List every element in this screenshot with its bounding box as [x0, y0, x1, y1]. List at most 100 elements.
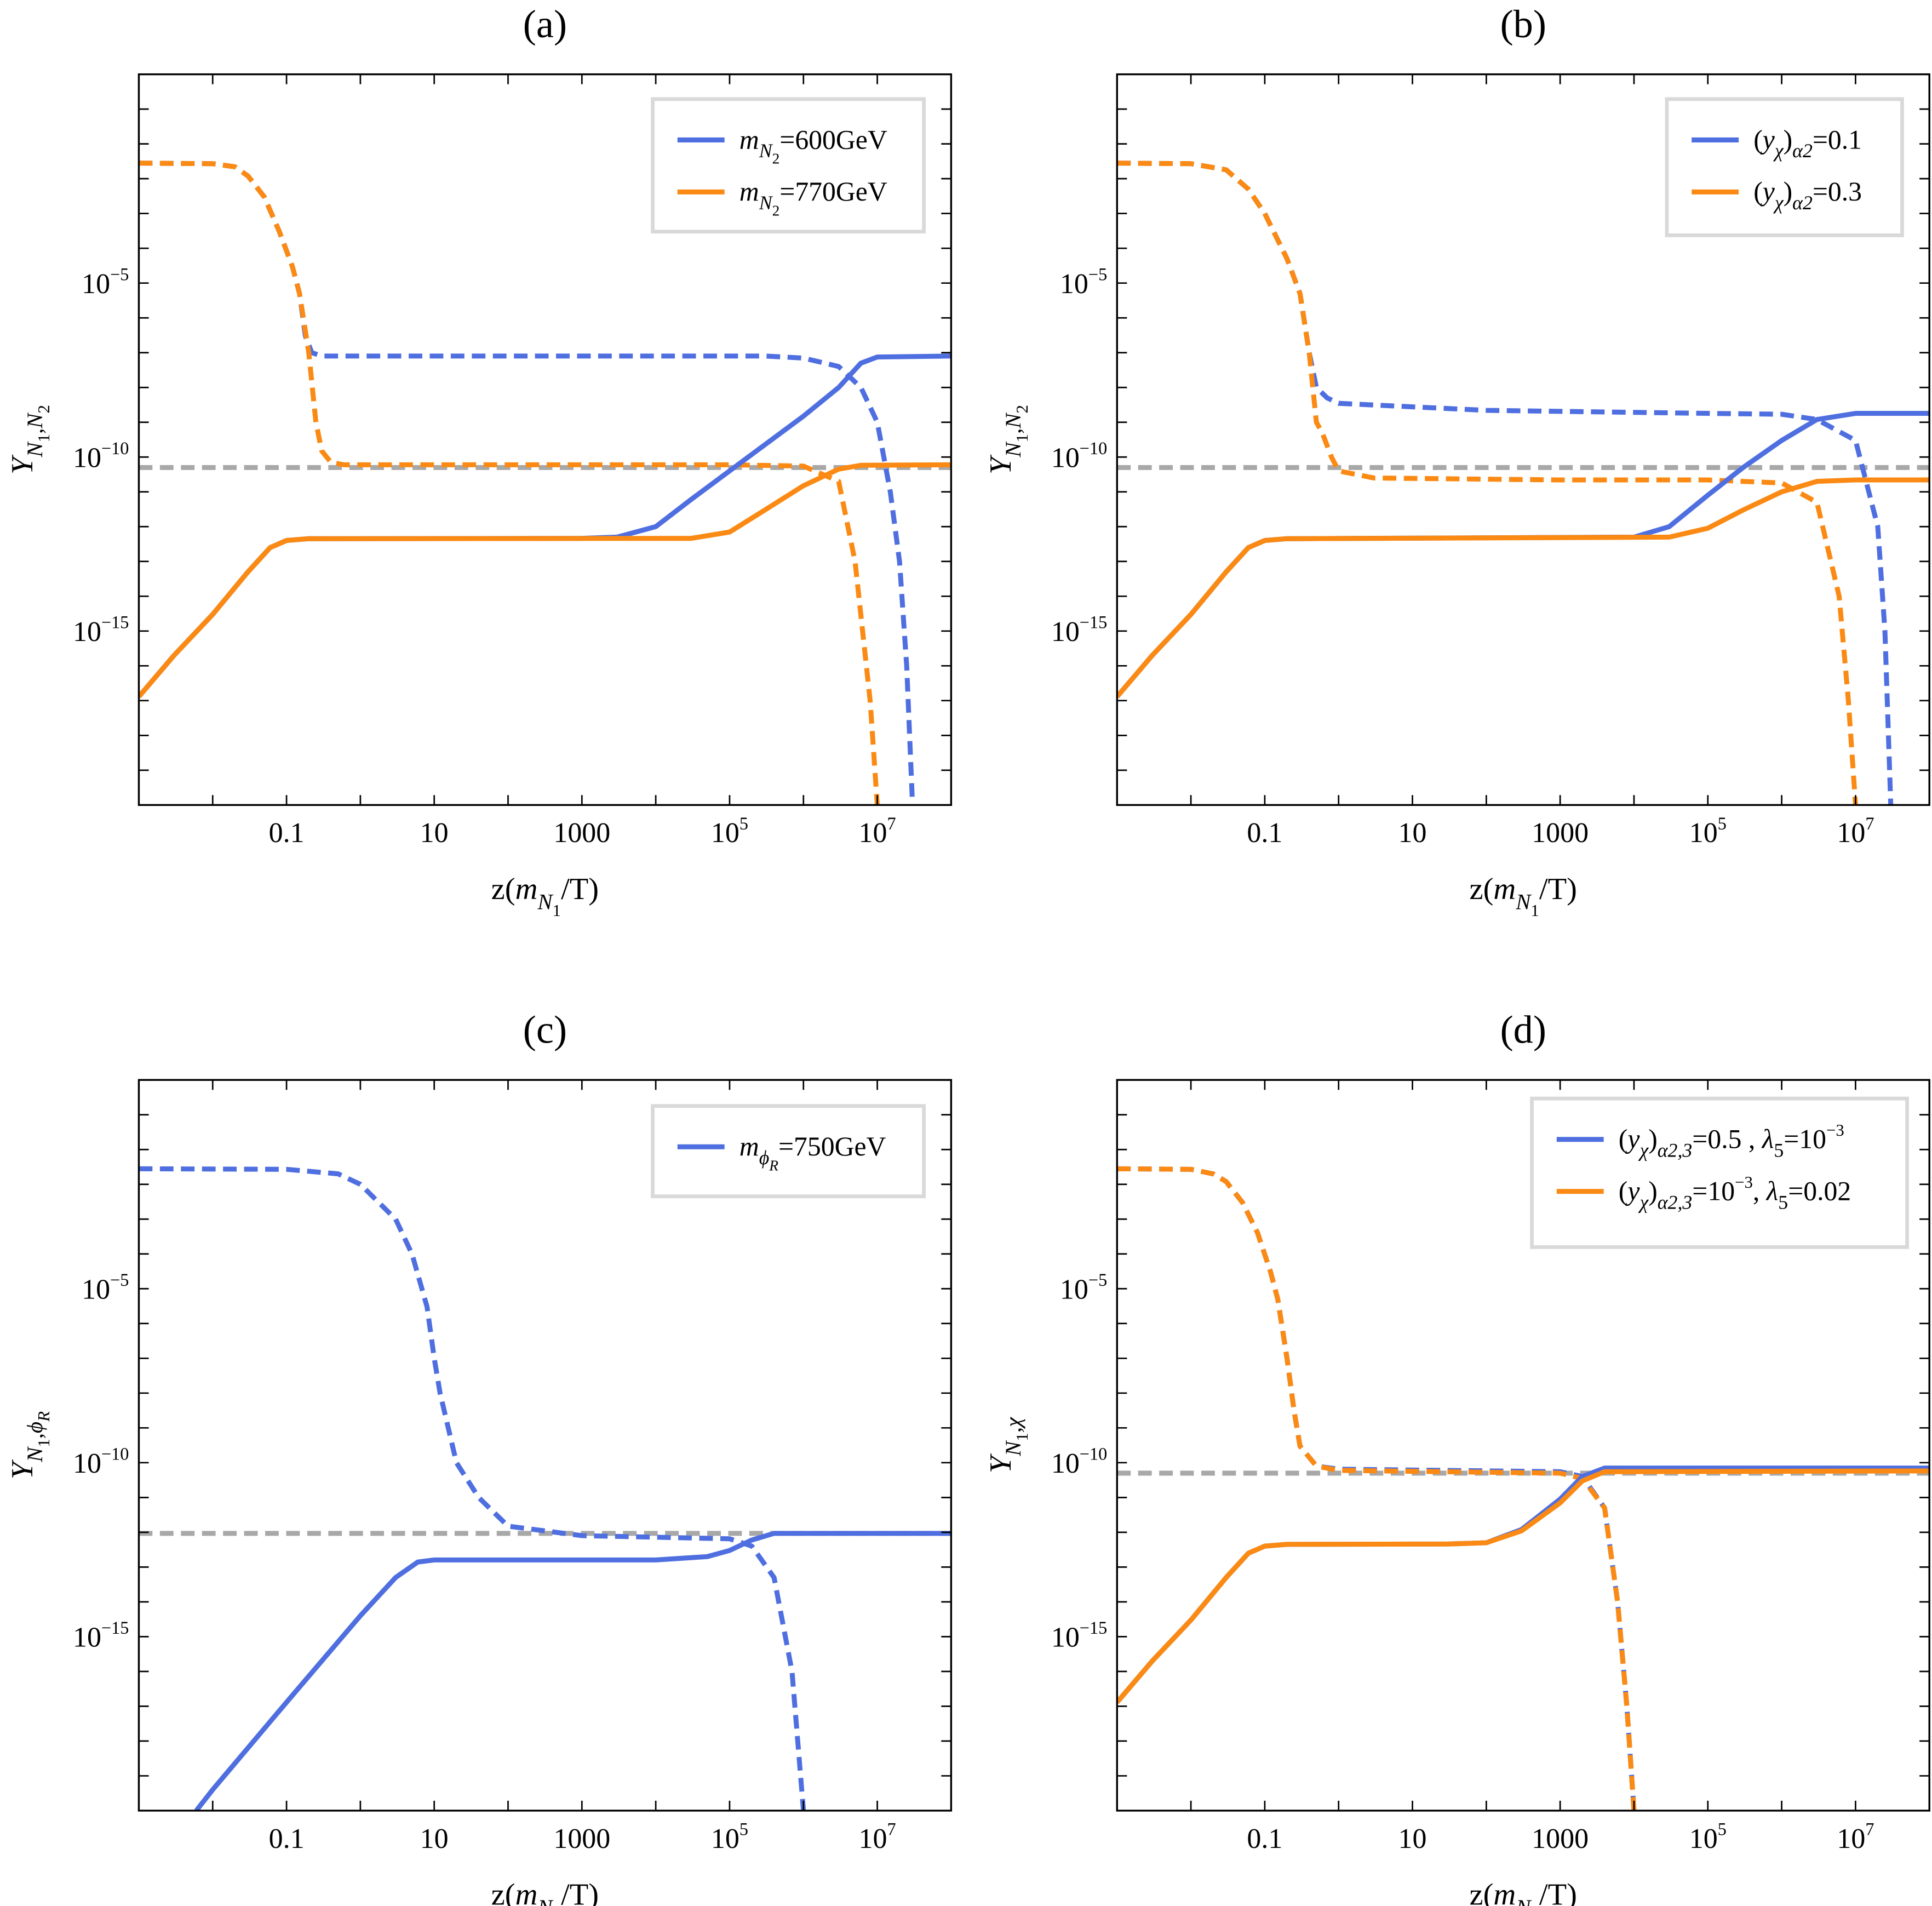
- label-part: z(: [1470, 872, 1494, 906]
- label-part: 10: [82, 1274, 110, 1305]
- x-tick-label: 1000: [553, 817, 610, 849]
- series-group: [139, 1166, 951, 1811]
- label-part: (: [1753, 124, 1763, 154]
- series-orange-solid-line: [1117, 1468, 1930, 1704]
- label-part: 0.1: [269, 1823, 305, 1855]
- label-part: =0.1: [1813, 124, 1862, 154]
- x-tick-label: 107: [1837, 814, 1874, 849]
- label-part: m: [739, 124, 759, 154]
- series-blue-solid-line: [139, 353, 951, 699]
- label-part: 10: [711, 1823, 739, 1855]
- plot-frame: [137, 1079, 953, 1812]
- x-axis-label: z(mN1/T): [491, 1878, 599, 1906]
- series-orange-dashed-line: [1117, 161, 1858, 805]
- label-part: λ: [1765, 1176, 1779, 1206]
- label-part: −3: [1735, 1173, 1753, 1192]
- x-tick-label: 10: [1398, 817, 1427, 849]
- label-part: R: [34, 1411, 53, 1422]
- label-part: 1: [1012, 1433, 1031, 1441]
- label-part: z(: [491, 872, 515, 906]
- chart-title: (b): [1500, 2, 1546, 46]
- label-part: y: [1625, 1124, 1640, 1154]
- series-orange-solid-line: [1117, 477, 1930, 699]
- label-part: 1: [1012, 434, 1031, 443]
- label-part: m: [515, 872, 538, 906]
- label-part: N: [1515, 1895, 1532, 1906]
- label-part: 10: [73, 616, 101, 648]
- label-part: χ: [1638, 1191, 1649, 1213]
- label-part: −3: [1826, 1121, 1844, 1140]
- x-tick-label: 0.1: [1247, 817, 1282, 849]
- label-part: ): [1648, 1176, 1658, 1206]
- label-part: =0.3: [1813, 176, 1862, 207]
- label-part: χ: [1773, 192, 1784, 214]
- label-part: α2: [1792, 140, 1813, 162]
- legend-box: [1530, 1096, 1909, 1249]
- label-part: 0.1: [1247, 817, 1282, 849]
- label-part: 1000: [553, 1823, 610, 1855]
- label-part: 2: [772, 151, 780, 167]
- label-part: /T): [1539, 872, 1577, 906]
- label-part: 7: [887, 814, 896, 833]
- label-part: 10: [1051, 1622, 1080, 1653]
- label-part: 5: [739, 814, 748, 833]
- label-part: y: [1625, 1176, 1640, 1206]
- label-part: ,: [22, 428, 47, 434]
- label-part: ): [1648, 1124, 1658, 1154]
- label-part: =10: [1692, 1176, 1735, 1206]
- label-part: 10: [1689, 1823, 1718, 1855]
- plot-frame: [1116, 73, 1930, 806]
- legend-box: [1665, 97, 1904, 237]
- x-tick-label: 105: [711, 814, 748, 849]
- label-part: λ: [1761, 1124, 1774, 1154]
- label-part: (: [1753, 176, 1763, 207]
- legend-box: [651, 1104, 926, 1199]
- label-part: m: [515, 1878, 538, 1906]
- label-part: χ: [1638, 1139, 1649, 1161]
- label-part: 7: [887, 1819, 896, 1839]
- label-part: =0.5 ,: [1692, 1124, 1762, 1154]
- series-group: [139, 161, 951, 805]
- y-tick-label: 10−10: [73, 438, 129, 473]
- label-part: N: [1001, 1440, 1025, 1457]
- label-part: 1000: [1532, 817, 1589, 849]
- label-part: y: [1760, 176, 1775, 207]
- label-part: 1: [1530, 901, 1539, 920]
- legend-label: (yχ)α2=0.3: [1753, 176, 1862, 214]
- label-part: 1000: [553, 817, 610, 849]
- label-part: (: [1619, 1124, 1628, 1154]
- label-part: Y: [984, 1453, 1018, 1473]
- label-part: Y: [5, 1459, 39, 1479]
- x-tick-label: 107: [1837, 1819, 1874, 1854]
- label-part: −5: [110, 264, 129, 284]
- label-part: −15: [101, 612, 129, 632]
- label-part: 2: [34, 405, 53, 414]
- series-blue-solid-line: [1117, 1466, 1930, 1704]
- series-group: [1117, 161, 1930, 805]
- y-tick-label: 10−5: [82, 264, 129, 299]
- y-axis-label: YN1,ϕR: [5, 1411, 53, 1479]
- y-tick-label: 10−5: [1060, 264, 1107, 299]
- legend-label: (yχ)α2,3=10−3, λ5=0.02: [1619, 1173, 1851, 1213]
- chart-panel-a: (a)0.1 10 1000 105 10710−510−1010−15z(mN1/T)…: [5, 2, 953, 920]
- x-tick-label: 0.1: [1247, 1823, 1282, 1855]
- label-part: χ: [1773, 140, 1784, 162]
- legend-label: mN2=770GeV: [739, 176, 887, 219]
- x-axis-label: z(mN1/T): [491, 872, 599, 920]
- label-part: 7: [1865, 814, 1874, 833]
- label-part: ,: [22, 1433, 47, 1439]
- label-part: N: [537, 889, 554, 914]
- label-part: ,: [1001, 428, 1025, 434]
- label-part: 10: [420, 1823, 449, 1855]
- y-tick-label: 10−10: [1051, 1444, 1107, 1479]
- x-tick-label: 10: [420, 817, 449, 849]
- label-part: 5: [739, 1819, 748, 1839]
- label-part: N: [759, 192, 773, 214]
- y-tick-label: 10−15: [1051, 612, 1107, 647]
- label-part: 7: [1865, 1819, 1874, 1839]
- label-part: −15: [101, 1618, 129, 1638]
- label-part: −5: [110, 1270, 129, 1290]
- label-part: 10: [1051, 442, 1080, 473]
- label-part: =10: [1784, 1124, 1826, 1154]
- label-part: =770GeV: [779, 176, 887, 207]
